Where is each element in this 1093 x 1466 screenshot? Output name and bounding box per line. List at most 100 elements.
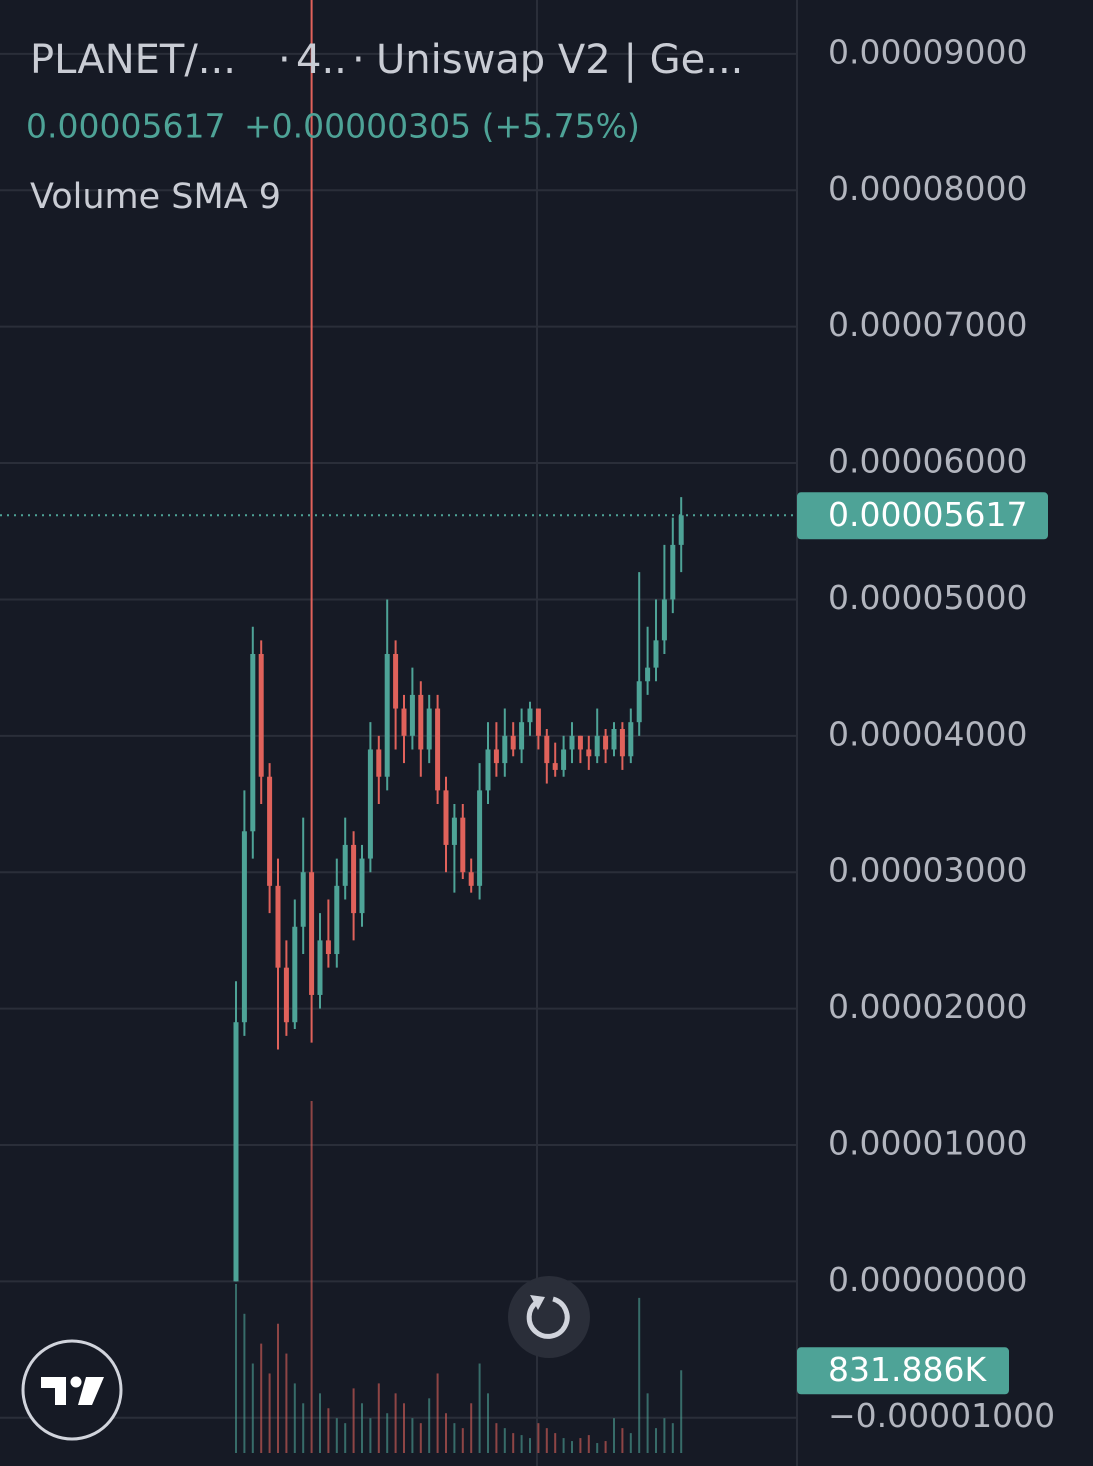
candle-body xyxy=(611,729,617,750)
candle-body xyxy=(544,735,550,764)
candle-body xyxy=(561,749,567,770)
volume-bar xyxy=(680,1370,683,1453)
volume-bar xyxy=(562,1438,565,1453)
candle-body xyxy=(678,515,684,545)
replay-button[interactable] xyxy=(508,1276,590,1358)
volume-bar xyxy=(621,1428,624,1453)
logo-v xyxy=(78,1377,104,1405)
candle-body xyxy=(594,735,600,757)
y-tick-label: 0.00009000 xyxy=(828,32,1027,71)
candle-body xyxy=(359,858,365,914)
y-tick-label: 0.00001000 xyxy=(828,1123,1027,1162)
volume-bar xyxy=(487,1393,489,1453)
volume-bar xyxy=(403,1403,405,1453)
candle-body xyxy=(267,776,273,886)
y-tick-label: −0.00001000 xyxy=(828,1396,1055,1435)
y-tick-label: 0.00007000 xyxy=(828,305,1027,344)
candle-body xyxy=(384,653,390,777)
exchange: Uniswap V2 | Ge... xyxy=(376,37,743,83)
candle-body xyxy=(351,844,357,914)
candle-body xyxy=(325,940,331,955)
candle-body xyxy=(275,885,281,968)
volume-bar xyxy=(613,1418,615,1453)
volume-bar xyxy=(554,1433,557,1453)
candle-body xyxy=(300,872,306,927)
interval: 4.. xyxy=(296,37,347,83)
candle-body xyxy=(241,831,247,1023)
separator: · xyxy=(278,37,291,83)
volume-bar xyxy=(646,1393,649,1453)
volume-label-bg xyxy=(797,1347,1009,1395)
candle-body xyxy=(435,708,441,791)
candle-body xyxy=(292,926,298,1023)
candle-body xyxy=(309,872,315,995)
candle-body xyxy=(393,653,399,709)
candle-body xyxy=(510,735,516,750)
candle-body xyxy=(527,708,533,723)
volume-bar xyxy=(445,1413,447,1453)
y-tick-label: 0.00006000 xyxy=(828,442,1027,481)
candle-body xyxy=(636,681,642,723)
volume-bar xyxy=(302,1403,305,1453)
change: +0.00000305 (+5.75%) xyxy=(244,107,640,146)
plot: 0.00009000 0.00008000 0.00007000 0.00006000… xyxy=(0,0,1055,1453)
volume-bar xyxy=(319,1393,321,1453)
volume-bar xyxy=(268,1373,271,1453)
candle-body xyxy=(535,708,541,736)
price-label-bg xyxy=(797,492,1048,540)
volume-bar xyxy=(545,1428,548,1453)
volume-bar xyxy=(386,1413,389,1453)
candle-body xyxy=(376,749,382,777)
volume-bar xyxy=(377,1383,380,1453)
candle-body xyxy=(619,729,625,757)
logo-ring[interactable] xyxy=(21,1339,123,1441)
volume-bar xyxy=(596,1443,599,1453)
volume-bar xyxy=(361,1403,363,1453)
volume-bar xyxy=(251,1363,254,1453)
candle-body xyxy=(645,667,651,682)
candle-body xyxy=(661,599,667,641)
volume-bar xyxy=(428,1398,431,1453)
candle-body xyxy=(258,653,264,777)
volume-bar xyxy=(344,1423,347,1453)
candle-body xyxy=(342,844,348,886)
logo[interactable] xyxy=(21,1339,123,1441)
candle-body xyxy=(577,735,583,750)
volume-bar xyxy=(537,1423,540,1453)
candle-body xyxy=(418,694,424,750)
volume-bar xyxy=(495,1423,498,1453)
symbol: PLANET/... xyxy=(30,37,236,83)
candle-body xyxy=(233,1022,239,1282)
volume-bar xyxy=(260,1343,263,1453)
logo-t xyxy=(41,1377,66,1405)
volume-bar xyxy=(327,1408,330,1453)
candle-body xyxy=(443,790,449,845)
volume-bar xyxy=(478,1363,481,1453)
volume-bar xyxy=(235,1283,237,1453)
candle-body xyxy=(628,722,634,757)
volume-bar xyxy=(394,1393,397,1453)
candle-body xyxy=(670,544,676,600)
candle-body xyxy=(426,708,432,750)
volume-bar xyxy=(419,1423,422,1453)
volume-bar xyxy=(411,1418,414,1453)
volume-bar xyxy=(293,1383,296,1453)
candle-body xyxy=(586,749,592,757)
volume-bar xyxy=(571,1441,573,1453)
volume-bar xyxy=(579,1438,582,1453)
replay-bg[interactable] xyxy=(508,1276,590,1358)
candle-body xyxy=(502,735,508,764)
volume-bar xyxy=(436,1373,439,1453)
volume-bar xyxy=(604,1441,607,1453)
volume-bar xyxy=(277,1323,279,1453)
candle-body xyxy=(519,722,525,750)
volume-bar xyxy=(512,1433,515,1453)
volume-bar xyxy=(587,1435,590,1453)
volume-bar xyxy=(461,1428,464,1453)
candle-body xyxy=(409,694,415,736)
volume-label: 831.886K xyxy=(828,1350,987,1389)
volume-bar xyxy=(453,1423,456,1453)
candle-body xyxy=(283,967,289,1023)
